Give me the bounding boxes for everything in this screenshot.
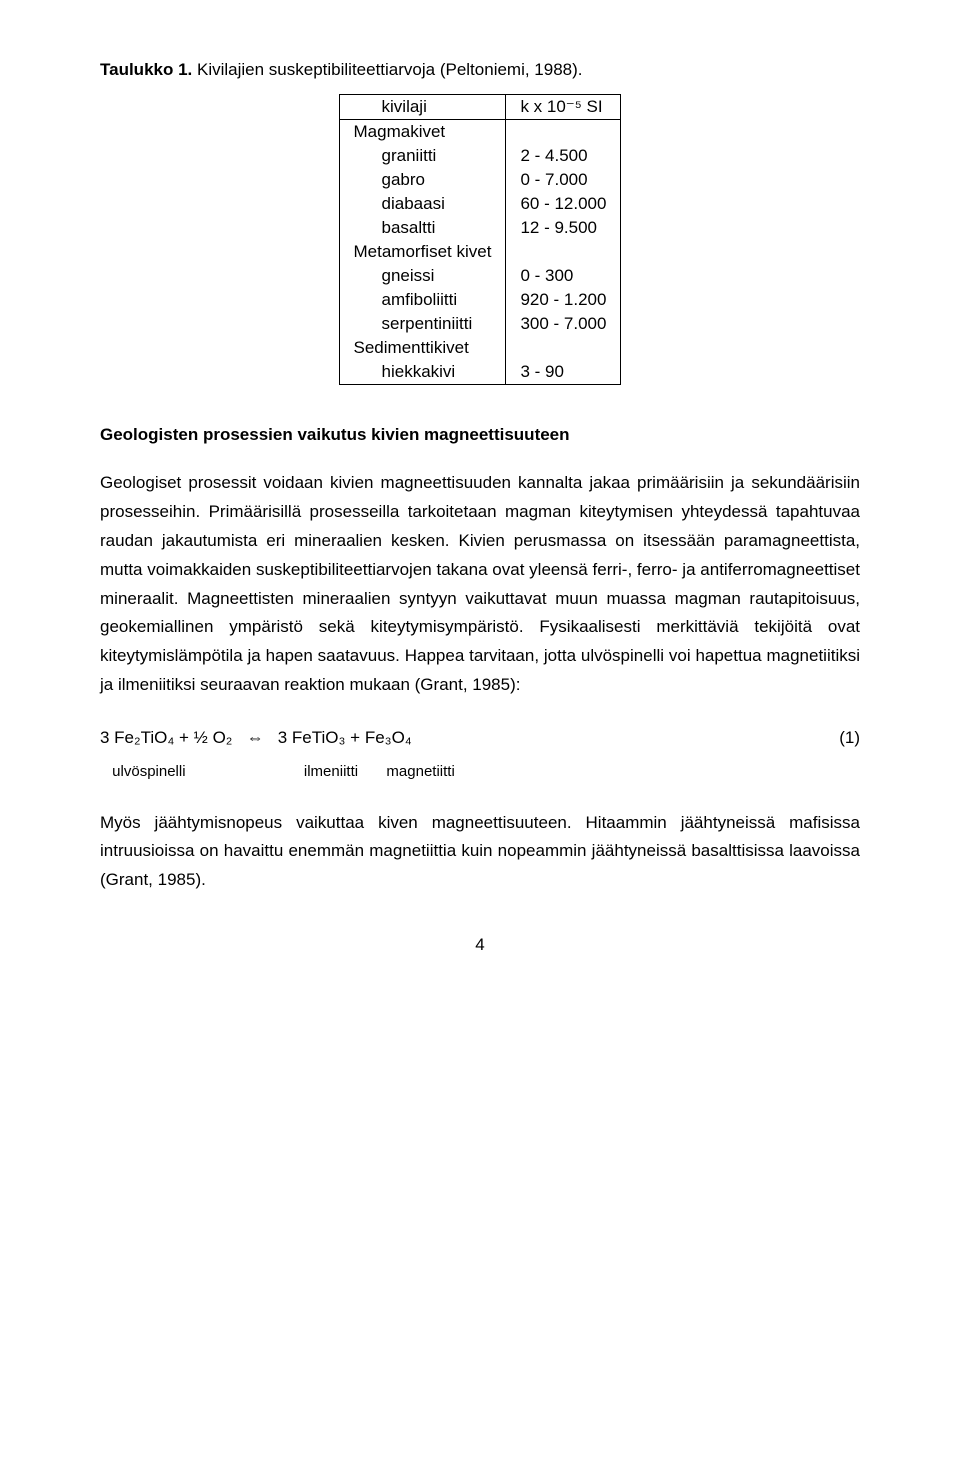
page-number: 4 [100, 935, 860, 955]
table-row-value: 2 - 4.500 [506, 144, 621, 168]
table-group: Sedimenttikivet [339, 336, 506, 360]
col-header-kivilaji: kivilaji [339, 95, 506, 120]
equation-line: 3 Fe₂TiO₄ + ½ O₂ ⇔ 3 FeTiO₃ + Fe₃O₄ (1) [100, 724, 860, 753]
table-row-name: amfiboliitti [339, 288, 506, 312]
table-row-value: 300 - 7.000 [506, 312, 621, 336]
table-row-value: 0 - 7.000 [506, 168, 621, 192]
table-caption: Taulukko 1. Kivilajien suskeptibiliteett… [100, 60, 860, 80]
eq-sub-3: magnetiitti [386, 759, 454, 785]
table-row-value: 12 - 9.500 [506, 216, 621, 240]
susceptibility-table: kivilaji k x 10⁻⁵ SI Magmakivetgraniitti… [339, 94, 622, 385]
table-row-value: 60 - 12.000 [506, 192, 621, 216]
table-row-name: gabro [339, 168, 506, 192]
table-row-name: graniitti [339, 144, 506, 168]
paragraph-1: Geologiset prosessit voidaan kivien magn… [100, 469, 860, 700]
table-cell-empty [506, 336, 621, 360]
table-cell-empty [506, 120, 621, 145]
eq-sub-1: ulvöspinelli [112, 759, 185, 785]
caption-label: Taulukko 1. [100, 60, 192, 79]
table-row-name: hiekkakivi [339, 360, 506, 385]
table-row-name: serpentiniitti [339, 312, 506, 336]
table-row-value: 0 - 300 [506, 264, 621, 288]
paragraph-2: Myös jäähtymisnopeus vaikuttaa kiven mag… [100, 809, 860, 896]
table-row-name: gneissi [339, 264, 506, 288]
section-heading: Geologisten prosessien vaikutus kivien m… [100, 425, 860, 445]
table-row-name: basaltti [339, 216, 506, 240]
equation-number: (1) [839, 724, 860, 753]
table-row-value: 920 - 1.200 [506, 288, 621, 312]
table-group: Metamorfiset kivet [339, 240, 506, 264]
equation-sublabels: ulvöspinelli ilmeniitti magnetiitti [100, 759, 860, 785]
table-cell-empty [506, 240, 621, 264]
table-row-value: 3 - 90 [506, 360, 621, 385]
caption-text: Kivilajien suskeptibiliteettiarvoja (Pel… [192, 60, 582, 79]
table-row-name: diabaasi [339, 192, 506, 216]
table-group: Magmakivet [339, 120, 506, 145]
equation-body: 3 Fe₂TiO₄ + ½ O₂ ⇔ 3 FeTiO₃ + Fe₃O₄ [100, 724, 412, 753]
eq-sub-2: ilmeniitti [304, 759, 358, 785]
col-header-k: k x 10⁻⁵ SI [506, 95, 621, 120]
